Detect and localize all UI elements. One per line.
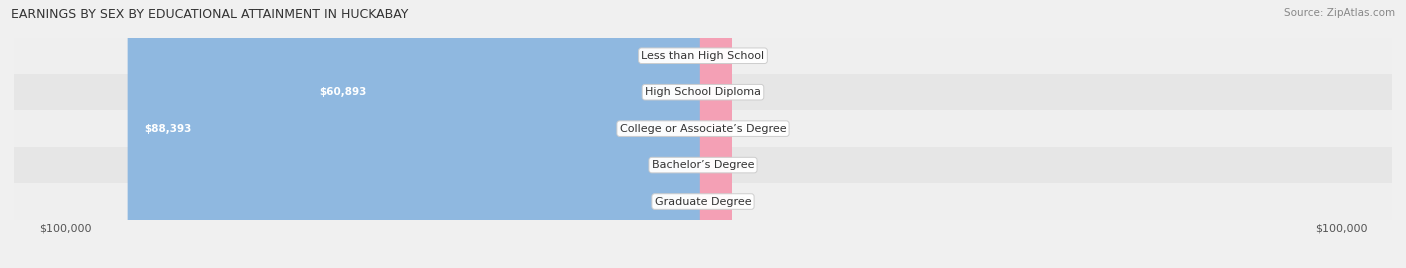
FancyBboxPatch shape bbox=[304, 0, 714, 268]
Text: EARNINGS BY SEX BY EDUCATIONAL ATTAINMENT IN HUCKABAY: EARNINGS BY SEX BY EDUCATIONAL ATTAINMEN… bbox=[11, 8, 409, 21]
FancyBboxPatch shape bbox=[700, 0, 731, 268]
FancyBboxPatch shape bbox=[675, 0, 706, 268]
Text: Source: ZipAtlas.com: Source: ZipAtlas.com bbox=[1284, 8, 1395, 18]
Text: $0: $0 bbox=[734, 196, 747, 207]
FancyBboxPatch shape bbox=[700, 0, 731, 268]
FancyBboxPatch shape bbox=[700, 0, 731, 268]
Text: $0: $0 bbox=[659, 51, 672, 61]
Text: $0: $0 bbox=[734, 51, 747, 61]
Bar bbox=[14, 74, 1392, 110]
Text: $0: $0 bbox=[734, 124, 747, 134]
Text: $0: $0 bbox=[659, 196, 672, 207]
FancyBboxPatch shape bbox=[675, 0, 706, 268]
Text: College or Associate’s Degree: College or Associate’s Degree bbox=[620, 124, 786, 134]
Text: $0: $0 bbox=[734, 160, 747, 170]
Bar bbox=[14, 110, 1392, 147]
FancyBboxPatch shape bbox=[128, 0, 714, 268]
Text: High School Diploma: High School Diploma bbox=[645, 87, 761, 97]
FancyBboxPatch shape bbox=[700, 0, 731, 268]
Text: $60,893: $60,893 bbox=[319, 87, 367, 97]
FancyBboxPatch shape bbox=[675, 0, 706, 268]
Text: Bachelor’s Degree: Bachelor’s Degree bbox=[652, 160, 754, 170]
Text: Graduate Degree: Graduate Degree bbox=[655, 196, 751, 207]
Text: $0: $0 bbox=[659, 160, 672, 170]
Text: $88,393: $88,393 bbox=[145, 124, 191, 134]
Text: Less than High School: Less than High School bbox=[641, 51, 765, 61]
Text: $0: $0 bbox=[734, 87, 747, 97]
Bar bbox=[14, 38, 1392, 74]
Bar bbox=[14, 147, 1392, 183]
FancyBboxPatch shape bbox=[700, 0, 731, 268]
Bar bbox=[14, 183, 1392, 220]
